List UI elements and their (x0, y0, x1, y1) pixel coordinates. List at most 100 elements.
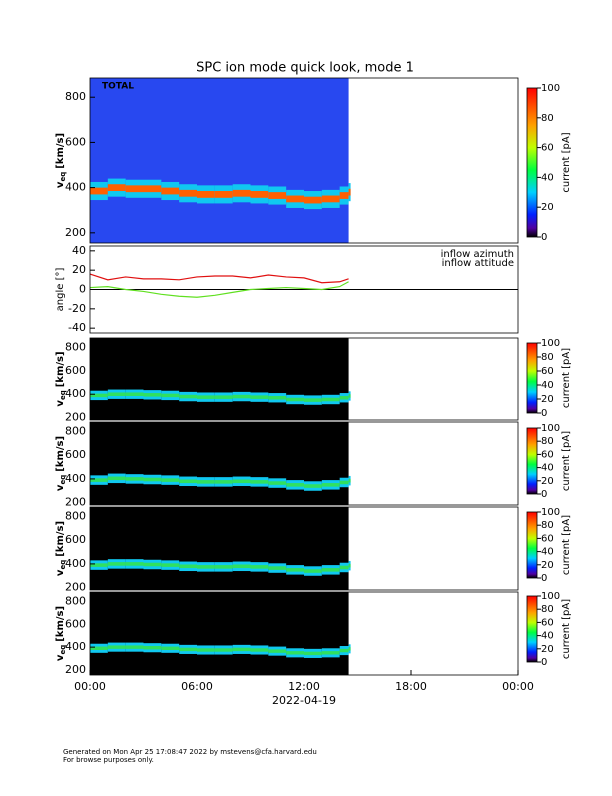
colorbar-tick-label: 40 (541, 463, 554, 474)
colorbar-tick-label: 60 (541, 617, 554, 628)
colorbar-tick-label: 0 (541, 408, 547, 419)
y-tick-label: 40 (72, 244, 86, 257)
spectrum-core (214, 395, 233, 399)
y-axis-label-part: [km/s] (55, 351, 66, 387)
plot-frame (89, 337, 519, 421)
colorbar (526, 595, 538, 663)
colorbar-tick-label: 100 (541, 83, 560, 94)
spectrum-core (197, 191, 215, 198)
y-axis-label-part: [km/s] (55, 521, 66, 557)
spectrum-core (90, 646, 108, 650)
spectrum-core (125, 645, 144, 649)
colorbar-tick-label: 40 (541, 631, 554, 642)
colorbar-tick-label: 0 (541, 232, 547, 243)
spectrum-core (197, 565, 215, 569)
spectrum-core (268, 395, 287, 400)
colorbar-tick-label: 80 (541, 352, 554, 363)
colorbar-tick-label: 80 (541, 113, 554, 124)
colorbar-tick-label: 60 (541, 366, 554, 377)
spectrum-core (232, 189, 251, 197)
spectrum-core (179, 479, 197, 484)
spectrum-core (107, 562, 126, 566)
spectrum-core (268, 649, 287, 653)
spectrum-core (304, 398, 322, 402)
y-axis-label-part: [km/s] (55, 606, 66, 642)
spectrum-core (125, 562, 144, 566)
colorbar-tick-label: 0 (541, 657, 547, 668)
colorbar-tick-label: 0 (541, 573, 547, 584)
y-tick-label: 600 (65, 533, 86, 546)
spectrum-core (232, 564, 251, 569)
spectrum-core (143, 562, 162, 567)
y-tick-label: 200 (65, 226, 86, 239)
plot-frame (89, 77, 519, 244)
spectrum-core (179, 189, 197, 197)
y-tick-label: 600 (65, 448, 86, 461)
spectrum-core (107, 645, 126, 649)
colorbar-tick-label: 60 (541, 143, 554, 154)
y-tick-label: 20 (72, 263, 86, 276)
colorbar-tick-label: 40 (541, 547, 554, 558)
spectrum-core (125, 392, 144, 396)
y-axis-label: veq [km/s] (55, 521, 67, 576)
spectrum-core (161, 393, 180, 398)
colorbar-tick-label: 80 (541, 520, 554, 531)
colorbar-tick-label: 100 (541, 423, 560, 434)
x-tick-label: 18:00 (395, 680, 427, 693)
spectrum-core (304, 196, 322, 204)
colorbar-label: current [pA] (561, 515, 572, 575)
spectrum-core (143, 185, 162, 193)
colorbar-tick-label: 20 (541, 476, 554, 487)
spectrum-core (161, 478, 180, 482)
y-axis-label-part: v (55, 569, 66, 576)
spectrum-core (179, 647, 197, 652)
x-tick-label: 00:00 (502, 680, 534, 693)
colorbar-tick-label: 80 (541, 436, 554, 447)
y-tick-label: 400 (65, 181, 86, 194)
x-axis-label: 2022-04-19 (272, 694, 336, 707)
y-tick-label: 400 (65, 387, 86, 400)
y-axis-label-part: [km/s] (55, 436, 66, 472)
x-tick-label: 00:00 (74, 680, 106, 693)
colorbar-tick-label: 80 (541, 604, 554, 615)
spectrum-core (321, 483, 340, 487)
spectrum-core (90, 393, 108, 398)
spectrum-core (179, 394, 197, 399)
spectrum-core (143, 393, 162, 397)
spectrum-core (161, 646, 180, 650)
spectrum-core (214, 191, 233, 198)
y-axis-label: veq [km/s] (55, 351, 67, 406)
colorbar-tick-label: 40 (541, 172, 554, 183)
plot-frame (89, 421, 519, 506)
spectrogram-background (90, 507, 349, 590)
spectrum-core (348, 478, 351, 483)
spectrum-core (321, 568, 340, 572)
spectrum-core (179, 564, 197, 569)
colorbar-tick-label: 100 (541, 507, 560, 518)
spectrum-core (321, 397, 340, 402)
footer: Generated on Mon Apr 25 17:08:47 2022 by… (63, 748, 317, 756)
spectrum-core (197, 648, 215, 652)
spectrum-core (250, 565, 269, 569)
colorbar-tick-label: 20 (541, 560, 554, 571)
y-tick-label: 400 (65, 640, 86, 653)
spectrum-core (339, 395, 349, 400)
y-tick-label: 200 (65, 663, 86, 676)
y-axis-label-part: eq (59, 390, 67, 400)
colorbar (526, 427, 538, 495)
spectrum-core (125, 185, 144, 193)
spectrum-core (321, 651, 340, 655)
plot-frame (89, 506, 519, 591)
spectrum-core (286, 651, 304, 655)
spectrum-core (339, 648, 349, 653)
y-tick-label: 200 (65, 496, 86, 509)
spectrum-core (268, 192, 287, 199)
spectrum-core (339, 480, 349, 485)
colorbar-tick-label: 60 (541, 533, 554, 544)
spectrum-core (286, 195, 304, 203)
y-axis-label-part: v (55, 484, 66, 491)
spectrum-core (286, 568, 304, 572)
spectrum-core (125, 477, 144, 481)
spectrum-core (348, 394, 351, 398)
